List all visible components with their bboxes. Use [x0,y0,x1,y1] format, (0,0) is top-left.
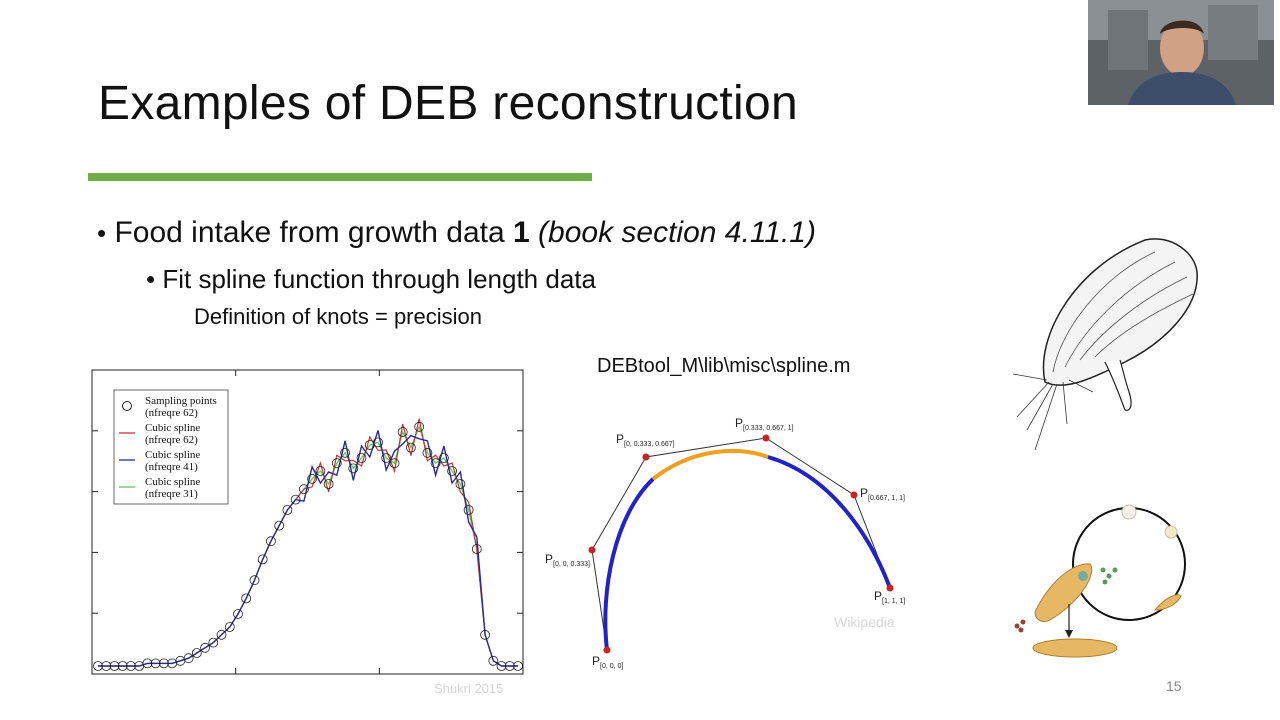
sampling-point [200,642,210,653]
control-point-label: P[0.333, 0.667, 1] [735,416,794,432]
legend-label: Cubic spline [145,476,200,488]
series-spline-41 [98,430,518,667]
sampling-point [265,536,276,547]
sampling-point [117,661,128,671]
bullet-food-intake: • Food intake from growth data 1 (book s… [97,216,816,250]
curve-segment-right [767,455,892,589]
sampling-point [282,505,293,515]
legend-label: Cubic spline [145,422,200,434]
control-points [588,434,894,654]
sampling-point [323,479,334,489]
legend-label: (nfreqre 62) [145,434,198,446]
sampling-point [216,629,227,640]
sampling-point [389,458,400,469]
code-path-label: DEBtool_M\lib\misc\spline.m [597,355,851,377]
sampling-point [397,427,408,437]
presenter-video-frame [1088,0,1274,105]
sampling-point [504,661,515,671]
title-underline [88,173,592,181]
plot-legend: Sampling points (nfreqre 62) Cubic splin… [113,389,229,505]
legend-label: Sampling points [145,395,217,407]
legend-box [113,389,229,505]
sampling-point [488,655,499,666]
sampling-point [233,609,243,619]
sampling-point [340,447,351,458]
control-point-label: P[0, 0.333, 0.667] [616,432,675,448]
sampling-point [455,479,466,489]
control-point-label: P[0, 0, 0] [592,654,623,670]
sampling-point [480,629,491,640]
sampling-point [109,661,120,671]
sampling-point [159,658,169,669]
sampling-point [496,661,507,671]
bullet-text: Food intake from growth data [114,216,513,249]
sampling-point [315,466,326,476]
sampling-point [274,520,285,531]
sampling-point [381,453,392,463]
sampling-point [447,466,458,476]
slide-title: Examples of DEB reconstruction [98,77,798,130]
control-point-label: P[1, 1, 1] [874,589,905,605]
sampling-point [191,648,202,658]
sampling-point [183,653,194,664]
sampling-point [356,453,367,463]
legend-marker-circle [122,401,132,411]
sampling-point [438,453,449,463]
sampling-point [405,442,416,453]
sampling-point [241,593,252,604]
sampling-point [126,661,136,671]
curve-segment-middle [651,448,769,481]
sampling-point [142,658,153,669]
sampling-point [208,637,219,648]
legend-label: Cubic spline [145,449,200,461]
presenter-webcam [1088,0,1274,105]
legend-label: (nfreqre 41) [145,461,198,473]
image-credit: Shukri 2015 [434,681,504,696]
sampling-point [93,661,103,671]
legend-label: (nfreqre 62) [145,407,198,419]
life-cycle-illustration [1014,504,1186,658]
knots-definition: Definition of knots = precision [194,304,482,329]
sampling-point [298,484,309,495]
sampling-point [224,622,235,632]
sampling-point [257,554,268,565]
bullet-marker: • [146,264,156,294]
control-polygon [591,437,891,651]
bullet-marker: • [97,218,107,248]
sampling-point [463,505,474,515]
sampling-point [373,437,383,448]
mussel-illustration [1012,238,1198,451]
sampling-point [430,458,441,469]
plot-ticks [91,369,524,675]
sampling-point [422,447,433,458]
sampling-point [471,544,482,554]
curve-segment-left [603,477,655,651]
spline-fit-plot: Sampling points (nfreqre 62) Cubic splin… [91,369,524,675]
bezier-curve-diagram: P[0, 0, 0] P[0, 0, 0.333] P[0, 0.333, 0.… [545,416,905,670]
sampling-point [249,575,260,586]
sampling-point [307,473,318,484]
sampling-point [414,421,425,432]
control-point-label: P[0, 0, 0.333] [545,552,590,568]
sampling-point [290,494,301,505]
sampling-point [348,463,359,474]
page-number: 15 [1166,678,1182,694]
book-reference: (book section 4.11.1) [538,216,816,249]
sampling-point [513,661,523,671]
sampling-point [150,658,161,669]
bullet-number: 1 [513,216,530,249]
control-point-label: P[0.667, 1, 1] [860,486,905,502]
bullet-text: Fit spline function through length data [162,264,596,294]
bullet-fit-spline: • Fit spline function through length dat… [146,264,596,295]
sampling-point [331,458,342,469]
sampling-points [93,421,523,671]
sampling-point [101,661,112,671]
image-credit: Wikipedia [834,614,895,630]
legend-label: (nfreqre 31) [145,488,198,500]
